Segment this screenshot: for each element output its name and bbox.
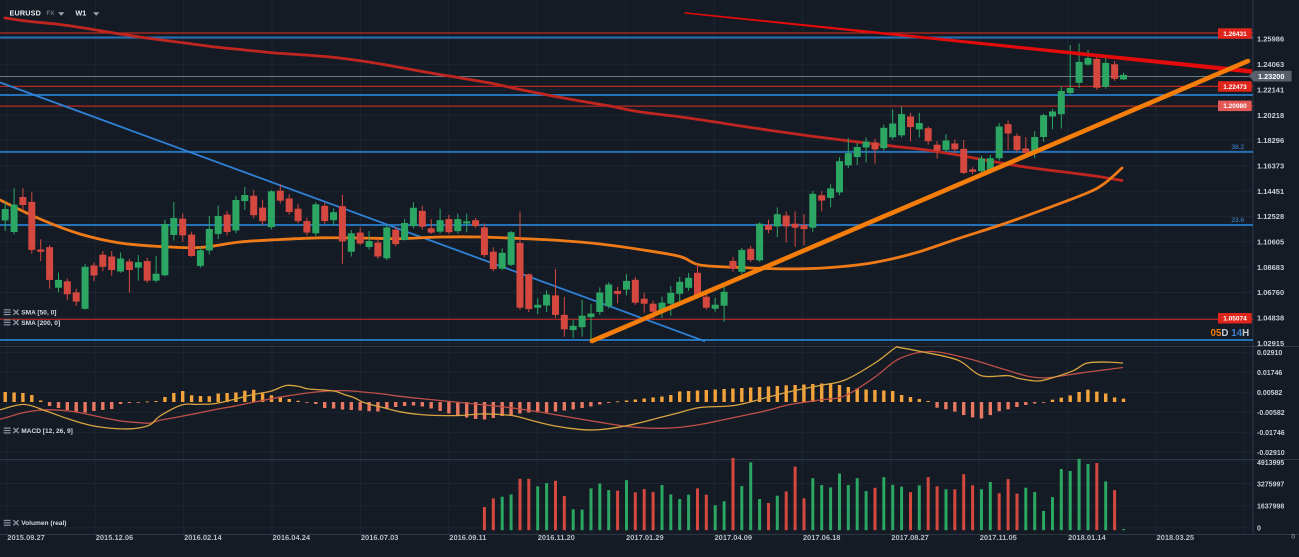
svg-text:0: 0 <box>1291 534 1295 541</box>
svg-text:1.12528: 1.12528 <box>1257 212 1284 221</box>
svg-text:1.18296: 1.18296 <box>1257 136 1284 145</box>
svg-text:Volumen (real): Volumen (real) <box>21 520 66 527</box>
svg-text:2015.09.27: 2015.09.27 <box>7 533 45 542</box>
svg-text:1.24063: 1.24063 <box>1257 60 1284 69</box>
svg-text:2017.06.18: 2017.06.18 <box>803 533 841 542</box>
svg-text:1.14451: 1.14451 <box>1257 187 1284 196</box>
svg-text:1.10605: 1.10605 <box>1257 238 1284 247</box>
svg-text:23.6: 23.6 <box>1231 217 1244 224</box>
svg-text:2016.09.11: 2016.09.11 <box>449 533 486 542</box>
svg-text:SMA [50, 0]: SMA [50, 0] <box>21 310 56 317</box>
svg-text:2017.08.27: 2017.08.27 <box>891 533 929 542</box>
svg-text:1.22141: 1.22141 <box>1257 85 1284 94</box>
svg-text:1.20218: 1.20218 <box>1257 111 1284 120</box>
svg-text:0: 0 <box>1257 526 1261 533</box>
svg-text:1.20980: 1.20980 <box>1223 103 1247 110</box>
svg-text:1.23200: 1.23200 <box>1258 72 1284 81</box>
svg-text:2017.01.29: 2017.01.29 <box>626 533 664 542</box>
svg-text:38.2: 38.2 <box>1231 144 1244 151</box>
svg-text:2016.02.14: 2016.02.14 <box>184 533 222 542</box>
svg-text:0.02910: 0.02910 <box>1257 350 1282 357</box>
svg-text:2016.04.24: 2016.04.24 <box>273 533 311 542</box>
svg-text:SMA [200, 0]: SMA [200, 0] <box>21 320 60 327</box>
svg-text:1.25986: 1.25986 <box>1257 35 1284 44</box>
svg-text:3275997: 3275997 <box>1257 481 1284 488</box>
svg-text:0.01746: 0.01746 <box>1257 370 1282 377</box>
svg-text:1637998: 1637998 <box>1257 504 1284 511</box>
svg-text:2018.01.14: 2018.01.14 <box>1068 533 1106 542</box>
svg-text:FX: FX <box>47 10 56 17</box>
svg-text:0.00582: 0.00582 <box>1257 390 1282 397</box>
svg-text:1.26431: 1.26431 <box>1223 31 1247 38</box>
svg-text:2018.03.25: 2018.03.25 <box>1157 533 1195 542</box>
svg-text:1.04838: 1.04838 <box>1257 314 1284 323</box>
svg-text:4913995: 4913995 <box>1257 460 1284 467</box>
svg-text:EURUSD: EURUSD <box>10 9 42 18</box>
svg-text:1.06760: 1.06760 <box>1257 288 1284 297</box>
svg-text:2017.11.05: 2017.11.05 <box>980 533 1017 542</box>
svg-text:-0.00582: -0.00582 <box>1257 410 1285 417</box>
svg-text:2017.04.09: 2017.04.09 <box>715 533 753 542</box>
svg-text:05D 14H: 05D 14H <box>1211 328 1250 339</box>
svg-text:2016.07.03: 2016.07.03 <box>361 533 399 542</box>
svg-text:2016.11.20: 2016.11.20 <box>538 533 575 542</box>
svg-text:2015.12.06: 2015.12.06 <box>96 533 134 542</box>
svg-text:1.16373: 1.16373 <box>1257 162 1284 171</box>
svg-text:1.08683: 1.08683 <box>1257 263 1284 272</box>
svg-text:MACD [12, 26, 9]: MACD [12, 26, 9] <box>21 428 73 435</box>
svg-text:1.22473: 1.22473 <box>1223 84 1247 91</box>
svg-text:1.05074: 1.05074 <box>1223 316 1247 323</box>
svg-text:1.02915: 1.02915 <box>1257 339 1284 348</box>
svg-text:-0.01746: -0.01746 <box>1257 430 1285 437</box>
svg-text:-0.02910: -0.02910 <box>1257 450 1285 457</box>
svg-text:W1: W1 <box>76 9 87 18</box>
